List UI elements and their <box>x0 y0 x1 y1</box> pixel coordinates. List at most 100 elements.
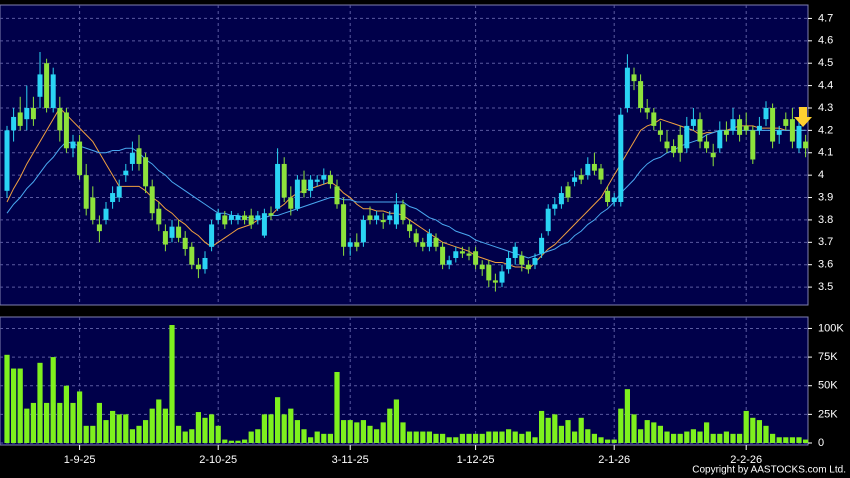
candle-body <box>228 215 234 220</box>
volume-bar <box>354 422 360 443</box>
volume-bar <box>730 433 736 443</box>
plot-layer: 3.5 3.6 3.7 3.8 3.9 4 4.1 4.2 4.3 4.4 4.5 4.6 4.7 0 25… <box>0 5 844 466</box>
volume-bar <box>228 440 234 443</box>
candle-body <box>11 116 17 131</box>
candle-body <box>129 152 135 164</box>
volume-bar <box>90 425 96 443</box>
moving-average-line <box>6 107 806 270</box>
candle-body <box>723 130 729 135</box>
volume-bar <box>684 431 690 443</box>
volume-bar <box>770 433 776 443</box>
candle-body <box>327 175 333 185</box>
candle-body <box>446 260 452 265</box>
volume-bar <box>710 433 716 443</box>
candle-body <box>393 204 399 225</box>
candle-body <box>195 264 201 270</box>
volume-bar <box>222 439 228 443</box>
candle-body <box>235 215 241 220</box>
candle-body <box>644 107 650 113</box>
volume-bar <box>776 437 782 443</box>
candle-body <box>671 146 677 153</box>
volume-bar <box>301 429 307 443</box>
volume-bar <box>374 429 380 443</box>
volume-bar <box>215 425 221 443</box>
candle-body <box>57 107 63 131</box>
volume-bar <box>334 371 340 443</box>
candle-body <box>624 67 630 108</box>
y-tick-label: 4.3 <box>818 102 833 114</box>
volume-bar <box>704 422 710 443</box>
volume-bar <box>182 431 188 443</box>
candle-body <box>453 251 459 258</box>
candle-body <box>466 253 472 256</box>
candle-body <box>657 130 663 135</box>
candle-body <box>743 125 749 131</box>
volume-bar <box>756 420 762 443</box>
volume-bar <box>783 437 789 443</box>
candle-body <box>697 119 703 142</box>
volume-bar <box>737 433 743 443</box>
volume-bar <box>77 391 83 443</box>
candle-body <box>380 219 386 223</box>
y-tick-label: 0 <box>818 437 824 449</box>
y-tick-label: 3.7 <box>818 236 833 248</box>
volume-bar <box>248 431 254 443</box>
candle-body <box>143 157 149 187</box>
volume-bar <box>103 420 109 443</box>
volume-bar <box>63 385 69 443</box>
volume-bar <box>70 402 76 443</box>
candle-body <box>611 197 617 203</box>
x-tick-label: 2-2-26 <box>730 454 762 466</box>
volume-bar <box>400 422 406 443</box>
volume-bar <box>697 431 703 443</box>
volume-bar <box>440 433 446 443</box>
y-tick-label: 4.7 <box>818 12 833 24</box>
volume-bar <box>453 437 459 443</box>
candle-body <box>189 246 195 265</box>
volume-bar <box>789 437 795 443</box>
volume-bar <box>110 410 116 443</box>
volume-bar <box>532 437 538 443</box>
candle-body <box>651 112 657 126</box>
volume-bar <box>341 420 347 443</box>
candle-body <box>710 152 716 158</box>
volume-bar <box>657 425 663 443</box>
volume-bar <box>446 437 452 443</box>
candle-body <box>275 163 281 209</box>
volume-bar <box>486 431 492 443</box>
volume-bar <box>202 417 208 443</box>
volume-bar <box>803 439 809 443</box>
candle-body <box>717 130 723 149</box>
candle-body <box>37 74 43 97</box>
volume-bar <box>539 410 545 443</box>
candle-body <box>17 112 23 126</box>
candle-body <box>116 186 122 198</box>
candle-body <box>499 271 505 283</box>
y-tick-label: 25K <box>818 408 838 420</box>
volume-bar <box>387 408 393 443</box>
candle-body <box>750 130 756 160</box>
volume-bar <box>116 414 122 443</box>
volume-bar <box>393 399 399 443</box>
candle-body <box>585 163 591 176</box>
volume-bar <box>242 439 248 443</box>
volume-bar <box>651 422 657 443</box>
volume-bar <box>466 433 472 443</box>
candle-body <box>684 125 690 149</box>
candle-body <box>605 190 611 203</box>
candle-body <box>110 193 116 203</box>
candle-body <box>156 208 162 225</box>
volume-bar <box>479 433 485 443</box>
volume-bar <box>459 433 465 443</box>
candle-body <box>578 175 584 180</box>
volume-bar <box>189 429 195 443</box>
volume-bar <box>37 362 43 443</box>
candle-body <box>525 264 531 270</box>
y-tick-label: 4.5 <box>818 57 833 69</box>
y-tick-label: 4.2 <box>818 124 833 136</box>
candle-body <box>90 197 96 220</box>
candle-body <box>677 134 683 153</box>
volume-bar <box>598 437 604 443</box>
volume-bar <box>723 431 729 443</box>
candle-body <box>440 246 446 265</box>
